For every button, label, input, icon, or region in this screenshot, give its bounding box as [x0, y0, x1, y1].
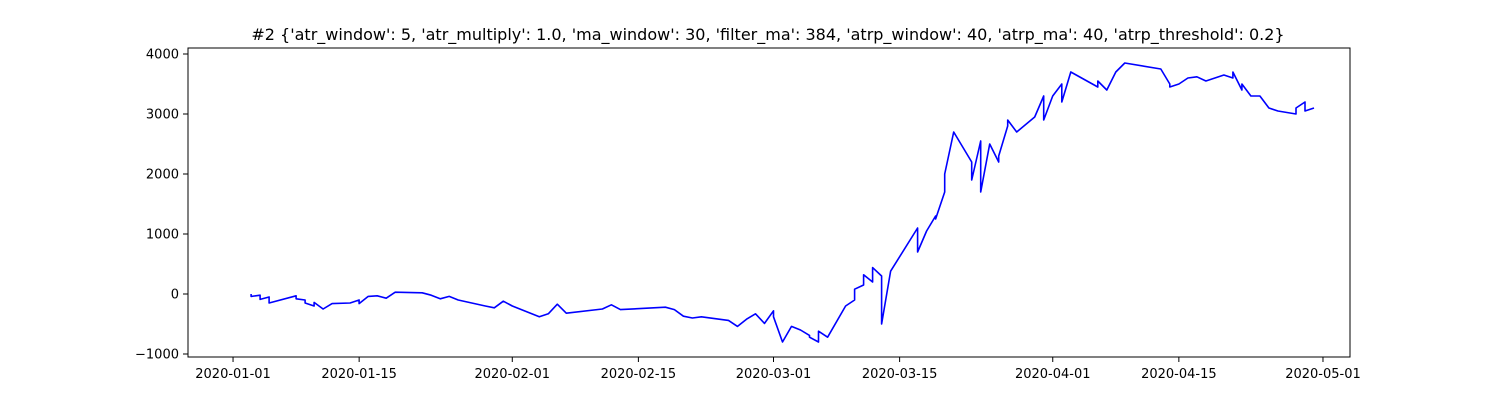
y-tick-label: 4000 [146, 48, 179, 63]
plot-area: 2020-01-01 2020-01-15 2020-02-01 2020-02-15… [135, 47, 1361, 382]
y-tick-label: 0 [171, 288, 179, 303]
x-tick-label: 2020-01-15 [321, 367, 397, 382]
x-axis: 2020-01-01 2020-01-15 2020-02-01 2020-02-15… [195, 357, 1361, 382]
x-tick-label: 2020-04-15 [1141, 367, 1217, 382]
chart-title: #2 {'atr_window': 5, 'atr_multiply': 1.0… [251, 25, 1284, 45]
x-tick-label: 2020-02-15 [601, 367, 677, 382]
plot-frame [187, 47, 1351, 358]
x-tick-label: 2020-04-01 [1015, 367, 1091, 382]
x-tick-label: 2020-05-01 [1285, 367, 1361, 382]
y-tick-label: 1000 [146, 228, 179, 243]
x-tick-label: 2020-02-01 [474, 367, 550, 382]
x-tick-label: 2020-03-01 [736, 367, 812, 382]
y-tick-label: −1000 [135, 348, 179, 363]
y-tick-label: 2000 [146, 168, 179, 183]
y-tick-label: 3000 [146, 108, 179, 123]
y-axis: −1000 0 1000 2000 3000 4000 [135, 48, 188, 363]
x-tick-label: 2020-03-15 [862, 367, 938, 382]
series-line [250, 62, 1315, 343]
x-tick-label: 2020-01-01 [195, 367, 271, 382]
